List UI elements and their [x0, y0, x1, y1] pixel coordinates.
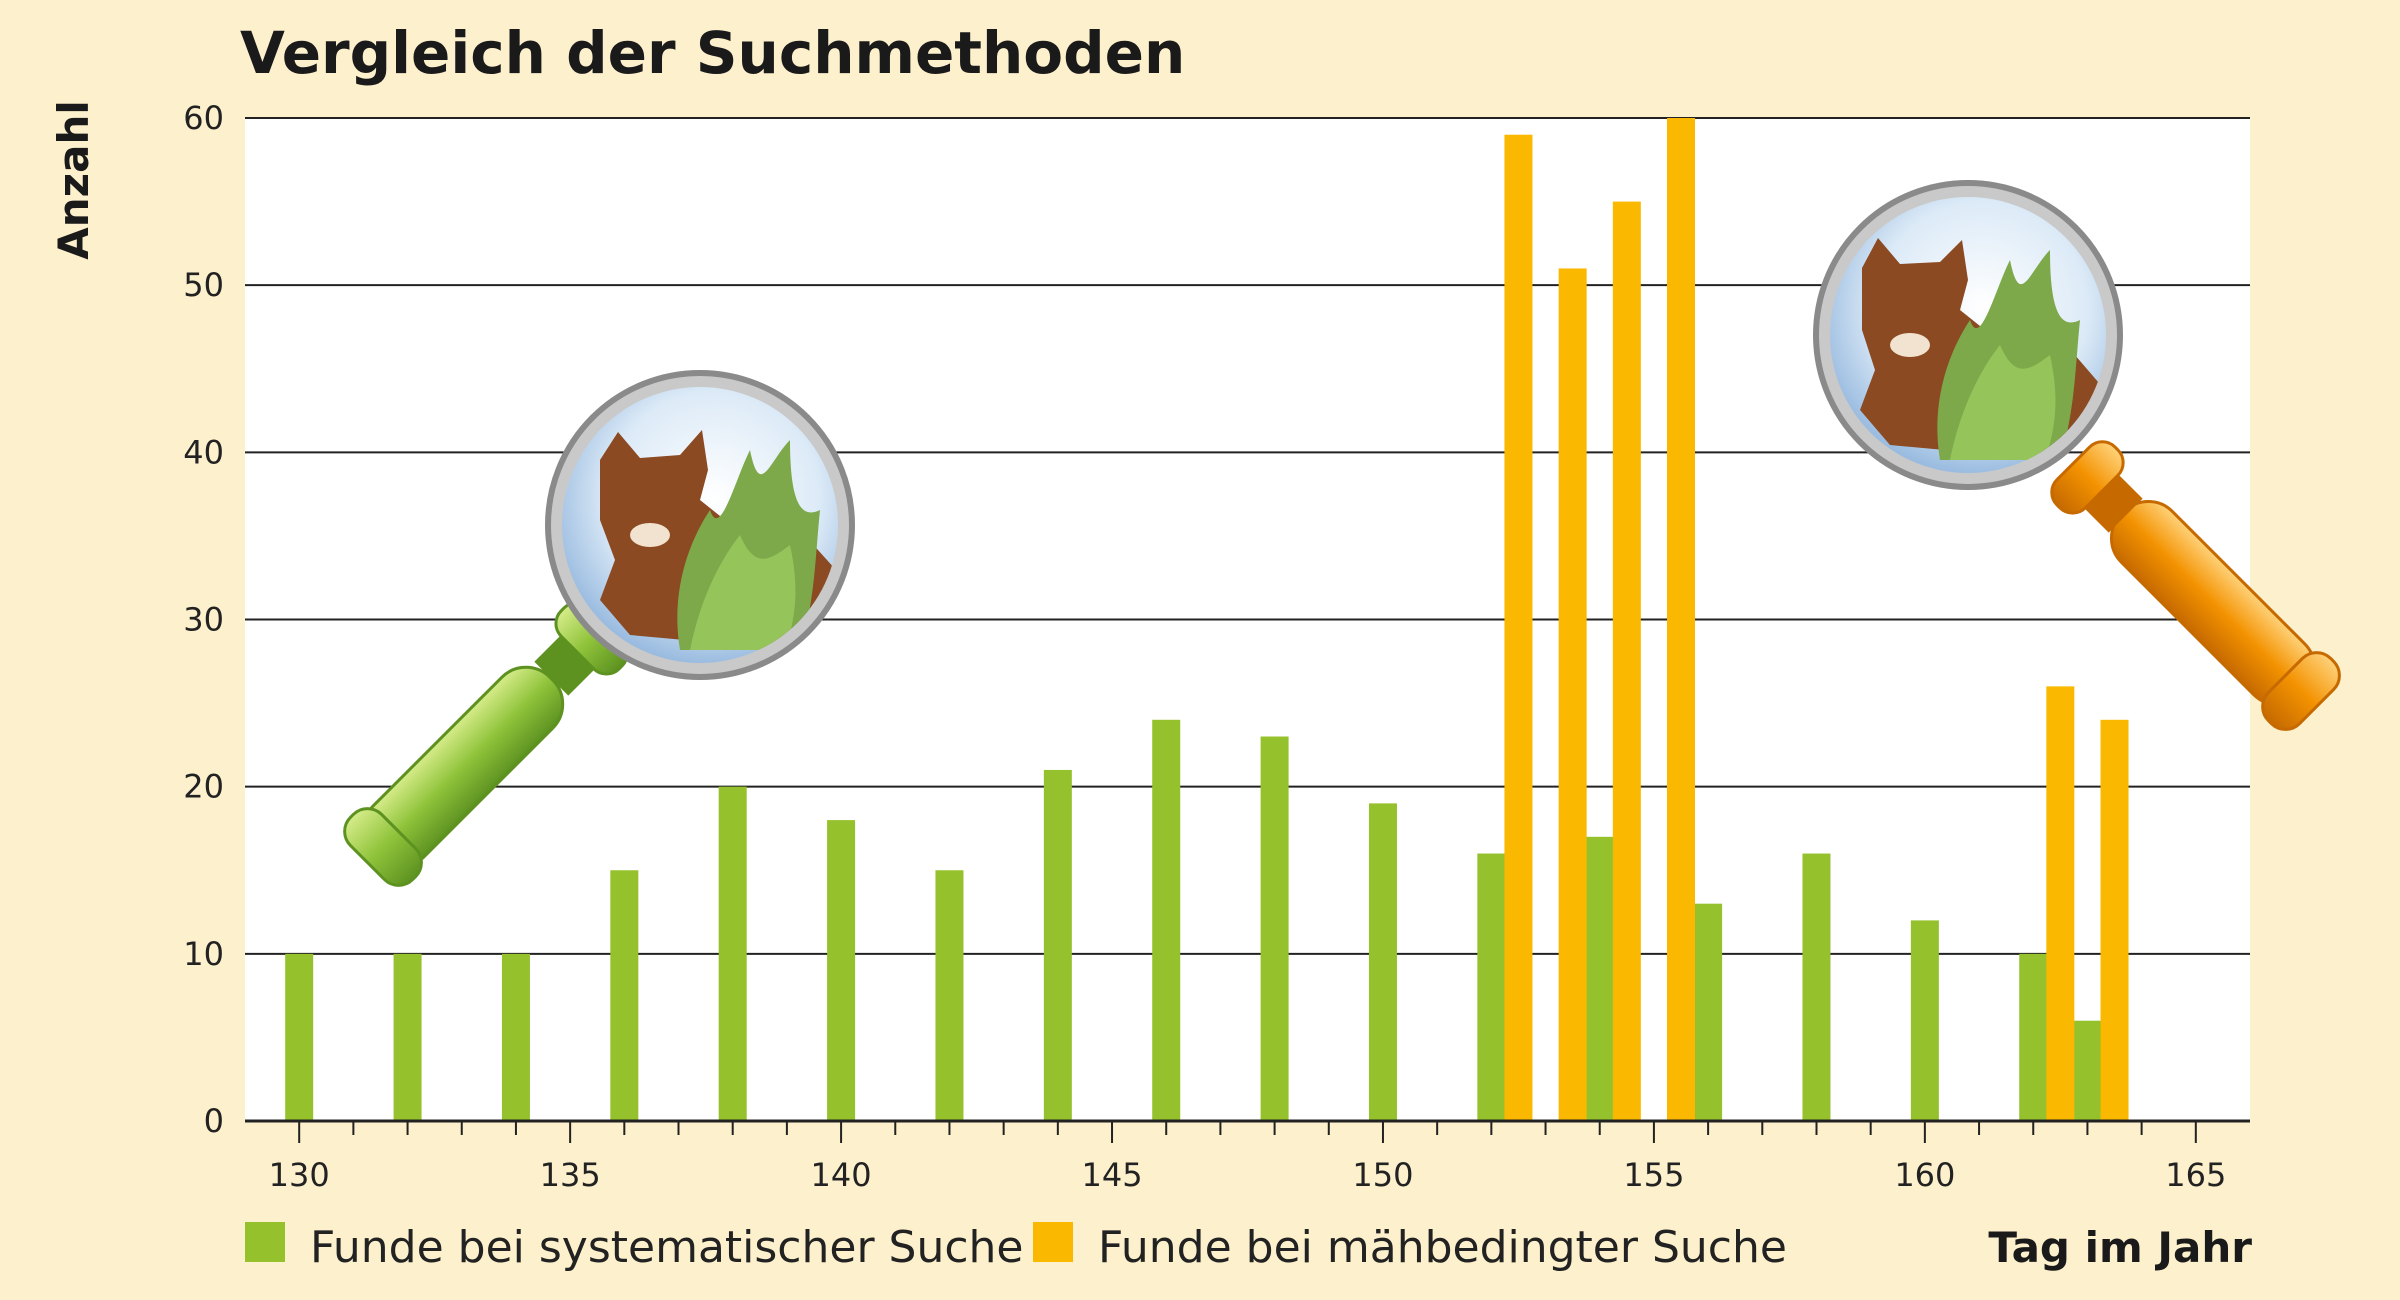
- bar-systematic: [1368, 803, 1397, 1121]
- bar-mowing: [2046, 686, 2075, 1121]
- chart-title: Vergleich der Suchmethoden: [240, 19, 1185, 87]
- magnifier-fawn-icon: [343, 370, 855, 887]
- y-tick-label: 50: [183, 266, 224, 304]
- bar-mowing: [2100, 719, 2129, 1121]
- x-tick-label: 130: [269, 1156, 330, 1194]
- bar-systematic: [2019, 953, 2048, 1121]
- bar-mowing: [1558, 268, 1587, 1121]
- bar-systematic: [393, 953, 422, 1121]
- bar-mowing: [1612, 201, 1641, 1122]
- bar-mowing: [1667, 118, 1696, 1121]
- bar-mowing: [1504, 134, 1533, 1121]
- axes: [245, 1119, 2250, 1143]
- legend-swatch-mowing: [1033, 1222, 1073, 1262]
- x-tick-label: 150: [1352, 1156, 1413, 1194]
- bar-systematic: [501, 953, 530, 1121]
- bar-systematic: [2073, 1020, 2102, 1121]
- x-axis-title: Tag im Jahr: [1988, 1223, 2252, 1272]
- y-tick-label: 60: [183, 99, 224, 137]
- legend-label-systematic: Funde bei systematischer Suche: [310, 1222, 1024, 1273]
- bar-systematic: [718, 786, 747, 1121]
- y-tick-label: 30: [183, 601, 224, 639]
- bar-systematic: [285, 953, 314, 1121]
- legend-swatch-systematic: [245, 1222, 285, 1262]
- bar-systematic: [1802, 853, 1831, 1121]
- magnifier-fawn-icon: [1813, 180, 2341, 731]
- x-tick-label: 165: [2165, 1156, 2226, 1194]
- bar-systematic: [1585, 836, 1614, 1121]
- y-tick-labels: 0 10 20 30 40 50 60: [183, 99, 224, 1140]
- y-tick-label: 0: [204, 1102, 224, 1140]
- x-tick-labels: 130 135 140 145 150 155 160 165: [269, 1156, 2227, 1194]
- x-tick-label: 155: [1623, 1156, 1684, 1194]
- bar-systematic: [1043, 769, 1072, 1121]
- y-axis-title: Anzahl: [49, 100, 98, 260]
- bar-systematic: [1477, 853, 1506, 1121]
- x-tick-label: 140: [811, 1156, 872, 1194]
- y-tick-label: 40: [183, 433, 224, 471]
- bar-systematic: [827, 820, 856, 1121]
- bar-systematic: [610, 870, 639, 1121]
- bar-systematic: [1260, 736, 1289, 1121]
- legend: Funde bei systematischer Suche Funde bei…: [245, 1222, 1787, 1273]
- bar-systematic: [1152, 719, 1181, 1121]
- bars: [285, 118, 2129, 1122]
- y-tick-label: 10: [183, 935, 224, 973]
- x-tick-label: 135: [540, 1156, 601, 1194]
- legend-label-mowing: Funde bei mähbedingter Suche: [1098, 1222, 1787, 1273]
- bar-systematic: [1694, 903, 1723, 1121]
- x-tick-label: 145: [1081, 1156, 1142, 1194]
- bar-systematic: [935, 870, 964, 1121]
- bar-systematic: [1910, 920, 1939, 1121]
- y-tick-label: 20: [183, 768, 224, 806]
- x-tick-label: 160: [1894, 1156, 1955, 1194]
